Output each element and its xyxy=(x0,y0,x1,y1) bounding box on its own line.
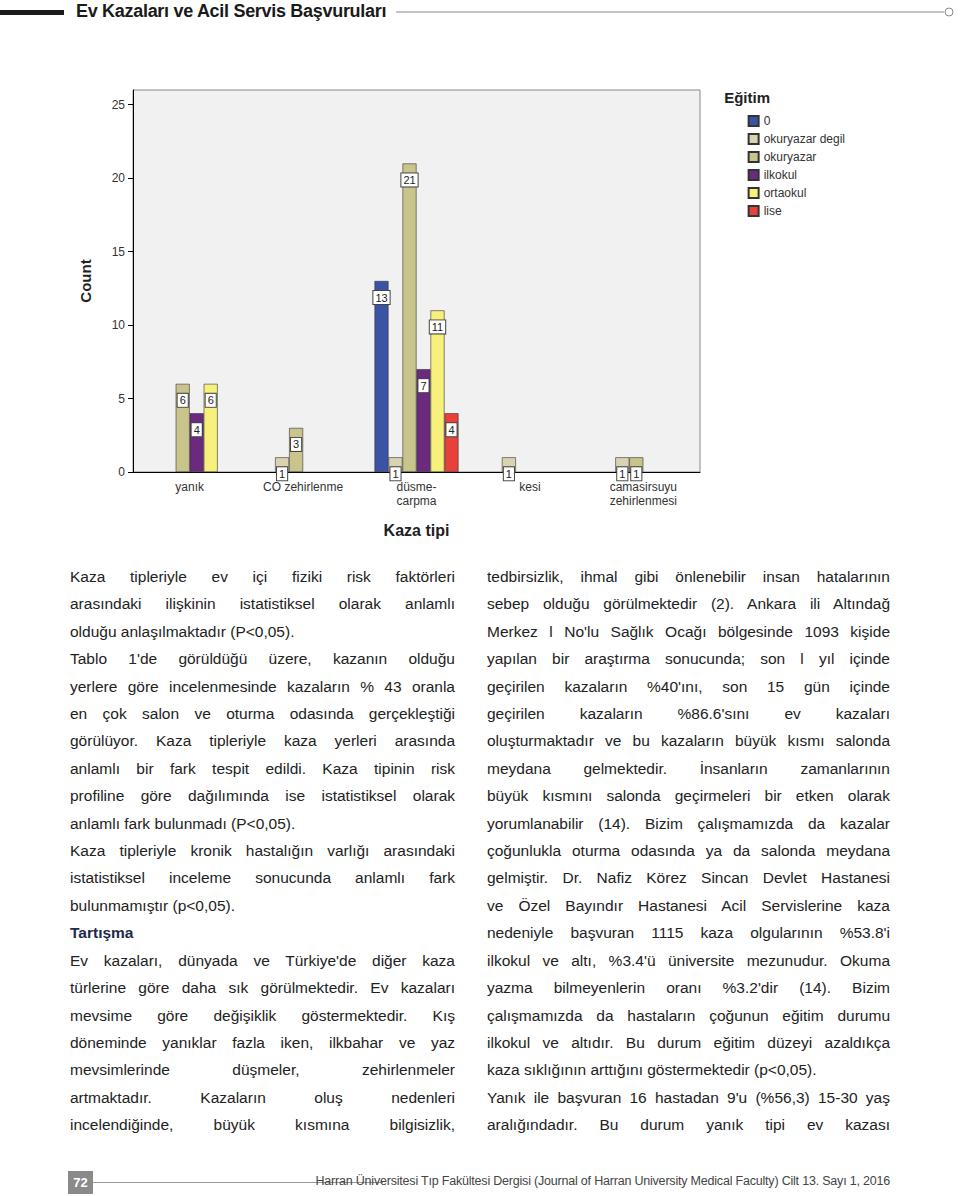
html-text:Kaza tipleriyle kronik hastalı: Kaza tipleriyle kronik hastalığın varlığ… xyxy=(70,842,455,860)
svg-text:4: 4 xyxy=(194,424,200,436)
svg-text:20: 20 xyxy=(112,171,126,185)
html-text:ilkokul ve altı, %3.4'ü üniver: ilkokul ve altı, %3.4'ü üniversite mezun… xyxy=(487,951,890,969)
html-text:çoğunlukla oturma odasında ya: çoğunlukla oturma odasında ya da salonda… xyxy=(487,842,890,860)
html-text:Tablo 1'de görüldüğü üzere, ka: Tablo 1'de görüldüğü üzere, kazanın oldu… xyxy=(70,650,455,668)
svg-text:yanık: yanık xyxy=(175,480,205,494)
svg-text:Count: Count xyxy=(77,259,94,302)
svg-text:7: 7 xyxy=(420,380,426,392)
html-text:yerlere göre incelenmesinde ka: yerlere göre incelenmesinde kazaların % … xyxy=(70,677,455,695)
html-text:istatistiksel inceleme sonucun: istatistiksel inceleme sonucunda anlamlı… xyxy=(70,869,455,887)
html-text:meydana gelmektedir. İnsanları: meydana gelmektedir. İnsanların zamanlar… xyxy=(487,759,890,777)
svg-text:CO zehirlenme: CO zehirlenme xyxy=(263,480,343,494)
svg-text:6: 6 xyxy=(180,394,186,406)
svg-text:4: 4 xyxy=(448,424,454,436)
html-text:arasındaki ilişkinin istatisti: arasındaki ilişkinin istatistiksel olara… xyxy=(70,595,455,613)
svg-text:okuryazar: okuryazar xyxy=(764,150,817,164)
svg-text:1: 1 xyxy=(633,468,639,480)
svg-text:ortaokul: ortaokul xyxy=(764,186,807,200)
html-text:oluşturmaktadır ve bu kazaları: oluşturmaktadır ve bu kazaların büyük kı… xyxy=(487,732,890,750)
html-text:72: 72 xyxy=(73,1175,88,1190)
html-text:tedbirsizlik, ihmal gibi önlen: tedbirsizlik, ihmal gibi önlenebilir ins… xyxy=(487,568,890,585)
svg-text:13: 13 xyxy=(375,292,387,304)
html-text:geçirilen kazaların %86.6'sını: geçirilen kazaların %86.6'sını ev kazala… xyxy=(487,705,890,722)
html-text:mevsime göre değişiklik göster: mevsime göre değişiklik göstermektedir. … xyxy=(70,1006,455,1024)
html-text:Merkez l No'lu Sağlık Ocağı bö: Merkez l No'lu Sağlık Ocağı bölgesinde 1… xyxy=(487,622,890,640)
html-text:yapılan bir araştırma sonucund: yapılan bir araştırma sonucunda; son l y… xyxy=(487,650,890,668)
html-text:kaza sıklığının arttığını göst: kaza sıklığının arttığını göstermektedir… xyxy=(487,1061,817,1079)
html-text:türlerine göre daha sık görülm: türlerine göre daha sık görülmektedir. E… xyxy=(70,979,455,997)
svg-text:0: 0 xyxy=(764,114,771,128)
svg-text:lise: lise xyxy=(764,204,782,218)
svg-text:11: 11 xyxy=(432,321,443,333)
svg-text:1: 1 xyxy=(506,468,512,480)
svg-text:5: 5 xyxy=(118,392,125,406)
html-text:Kaza tipleriyle ev içi fiziki: Kaza tipleriyle ev içi fiziki risk faktö… xyxy=(70,568,455,585)
html-text:çalışmamızda da hastaların çoğ: çalışmamızda da hastaların çoğunun eğiti… xyxy=(487,1006,890,1024)
svg-text:ilkokul: ilkokul xyxy=(764,168,797,182)
html-text:artmaktadır. Kazaların oluş ne: artmaktadır. Kazaların oluş nedenleri xyxy=(70,1088,455,1106)
svg-text:okuryazar degil: okuryazar degil xyxy=(764,132,845,146)
svg-text:10: 10 xyxy=(112,318,126,332)
html-text:profiline göre dağılımında ise: profiline göre dağılımında ise istatisti… xyxy=(70,787,455,805)
svg-text:Kaza tipi: Kaza tipi xyxy=(384,522,450,539)
svg-text:6: 6 xyxy=(208,394,214,406)
svg-text:Eğitim: Eğitim xyxy=(724,89,770,106)
html-text:ve Özel Bayındır Hastanesi Aci: ve Özel Bayındır Hastanesi Acil Servisle… xyxy=(487,896,890,914)
svg-text:25: 25 xyxy=(112,98,126,112)
html-text:mevsimlerinde düşmeler, zehirl: mevsimlerinde düşmeler, zehirlenmeler xyxy=(70,1061,455,1079)
svg-text:zehirlenmesi: zehirlenmesi xyxy=(610,494,677,508)
svg-text:3: 3 xyxy=(293,438,299,450)
html-text:Harran Üniversitesi Tıp Fakült: Harran Üniversitesi Tıp Fakültesi Dergis… xyxy=(315,1174,890,1188)
svg-text:15: 15 xyxy=(112,245,126,259)
html-text:olduğu anlaşılmaktadır (P<0,05: olduğu anlaşılmaktadır (P<0,05). xyxy=(70,622,295,640)
html-text:yorumlanabilir (14). Bizim çal: yorumlanabilir (14). Bizim çalışmamızda … xyxy=(487,814,890,832)
html-text:gelmiştir. Dr. Nafiz Körez Sin: gelmiştir. Dr. Nafiz Körez Sincan Devlet… xyxy=(487,869,890,887)
html-text:anlamlı bir fark tespit edildi: anlamlı bir fark tespit edildi. Kaza tip… xyxy=(70,759,455,777)
svg-text:1: 1 xyxy=(392,468,398,480)
html-text:büyük kısmını salonda geçirmel: büyük kısmını salonda geçirmeleri bir et… xyxy=(487,787,890,805)
html-text:anlamlı fark bulunmadı (P<0,05: anlamlı fark bulunmadı (P<0,05). xyxy=(70,814,296,832)
html-text:sebep olduğu görülmektedir (2): sebep olduğu görülmektedir (2). Ankara i… xyxy=(487,595,890,613)
svg-text:1: 1 xyxy=(619,468,625,480)
html-text:geçirilen kazaların %40'ını, s: geçirilen kazaların %40'ını, son 15 gün … xyxy=(487,677,890,695)
html-text:bulunmamıştır (p<0,05).: bulunmamıştır (p<0,05). xyxy=(70,896,235,914)
html-text:döneminde yanıklar fazla iken,: döneminde yanıklar fazla iken, ilkbahar … xyxy=(70,1033,455,1051)
svg-text:0: 0 xyxy=(118,465,125,479)
html-text:Ev Kazaları ve Acil Servis Baş: Ev Kazaları ve Acil Servis Başvuruları xyxy=(76,1,387,21)
html-text:Ev kazaları, dünyada ve Türkiy: Ev kazaları, dünyada ve Türkiye'de diğer… xyxy=(70,951,455,969)
html-text:incelendiğinde, büyük kısmına: incelendiğinde, büyük kısmına bilgisizli… xyxy=(70,1116,455,1134)
html-text:ilkokul ve altıdır. Bu durum e: ilkokul ve altıdır. Bu durum eğitim düze… xyxy=(487,1033,890,1051)
svg-text:kesi: kesi xyxy=(519,480,540,494)
html-text:nedeniyle başvuran 1115 kaza o: nedeniyle başvuran 1115 kaza olgularının… xyxy=(487,924,890,942)
svg-text:21: 21 xyxy=(403,174,415,186)
svg-text:camasirsuyu: camasirsuyu xyxy=(610,480,677,494)
html-text:aralığındadır. Bu durum yanık: aralığındadır. Bu durum yanık tipi ev ka… xyxy=(487,1116,890,1134)
svg-text:carpma: carpma xyxy=(396,494,436,508)
html-text:en çok salon ve oturma odasınd: en çok salon ve oturma odasında gerçekle… xyxy=(70,705,455,722)
html-text:Tartışma: Tartışma xyxy=(70,924,134,942)
svg-text:düsme-: düsme- xyxy=(396,480,436,494)
html-text:Yanık ile başvuran 16 hastadan: Yanık ile başvuran 16 hastadan 9'u (%56,… xyxy=(487,1088,890,1106)
svg-text:1: 1 xyxy=(279,468,285,480)
html-text:görülüyor. Kaza tipleriyle kaz: görülüyor. Kaza tipleriyle kaza yerleri … xyxy=(70,732,455,750)
html-text:yazma bilmeyenlerin oranı %3.2: yazma bilmeyenlerin oranı %3.2'dir (14).… xyxy=(487,979,890,997)
